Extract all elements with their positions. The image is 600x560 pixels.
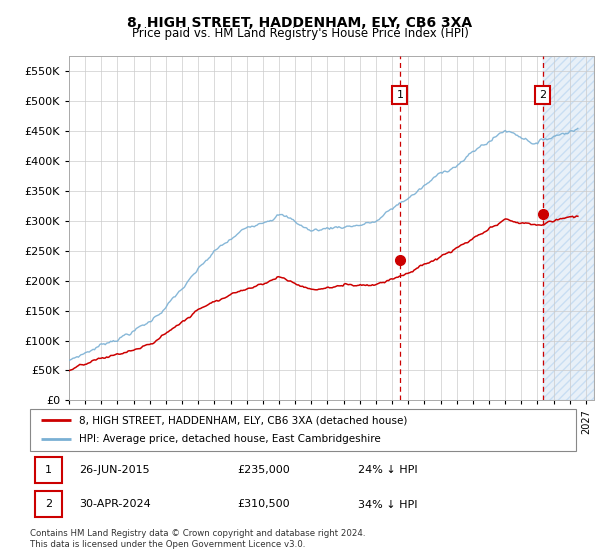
Text: £310,500: £310,500 — [238, 500, 290, 510]
Text: HPI: Average price, detached house, East Cambridgeshire: HPI: Average price, detached house, East… — [79, 435, 381, 445]
Bar — [543, 56, 594, 400]
Text: 34% ↓ HPI: 34% ↓ HPI — [358, 500, 417, 510]
Text: 1: 1 — [45, 465, 52, 475]
Text: Contains HM Land Registry data © Crown copyright and database right 2024.
This d: Contains HM Land Registry data © Crown c… — [30, 529, 365, 549]
Text: 1: 1 — [397, 90, 403, 100]
Text: 24% ↓ HPI: 24% ↓ HPI — [358, 465, 417, 475]
Text: 2: 2 — [45, 500, 52, 510]
Text: 2: 2 — [539, 90, 547, 100]
Bar — [543, 56, 594, 400]
Text: 8, HIGH STREET, HADDENHAM, ELY, CB6 3XA: 8, HIGH STREET, HADDENHAM, ELY, CB6 3XA — [127, 16, 473, 30]
Text: 30-APR-2024: 30-APR-2024 — [79, 500, 151, 510]
Text: 8, HIGH STREET, HADDENHAM, ELY, CB6 3XA (detached house): 8, HIGH STREET, HADDENHAM, ELY, CB6 3XA … — [79, 415, 407, 425]
Text: Price paid vs. HM Land Registry's House Price Index (HPI): Price paid vs. HM Land Registry's House … — [131, 27, 469, 40]
FancyBboxPatch shape — [35, 492, 62, 517]
FancyBboxPatch shape — [35, 458, 62, 483]
Text: £235,000: £235,000 — [238, 465, 290, 475]
Text: 26-JUN-2015: 26-JUN-2015 — [79, 465, 150, 475]
FancyBboxPatch shape — [30, 409, 576, 451]
